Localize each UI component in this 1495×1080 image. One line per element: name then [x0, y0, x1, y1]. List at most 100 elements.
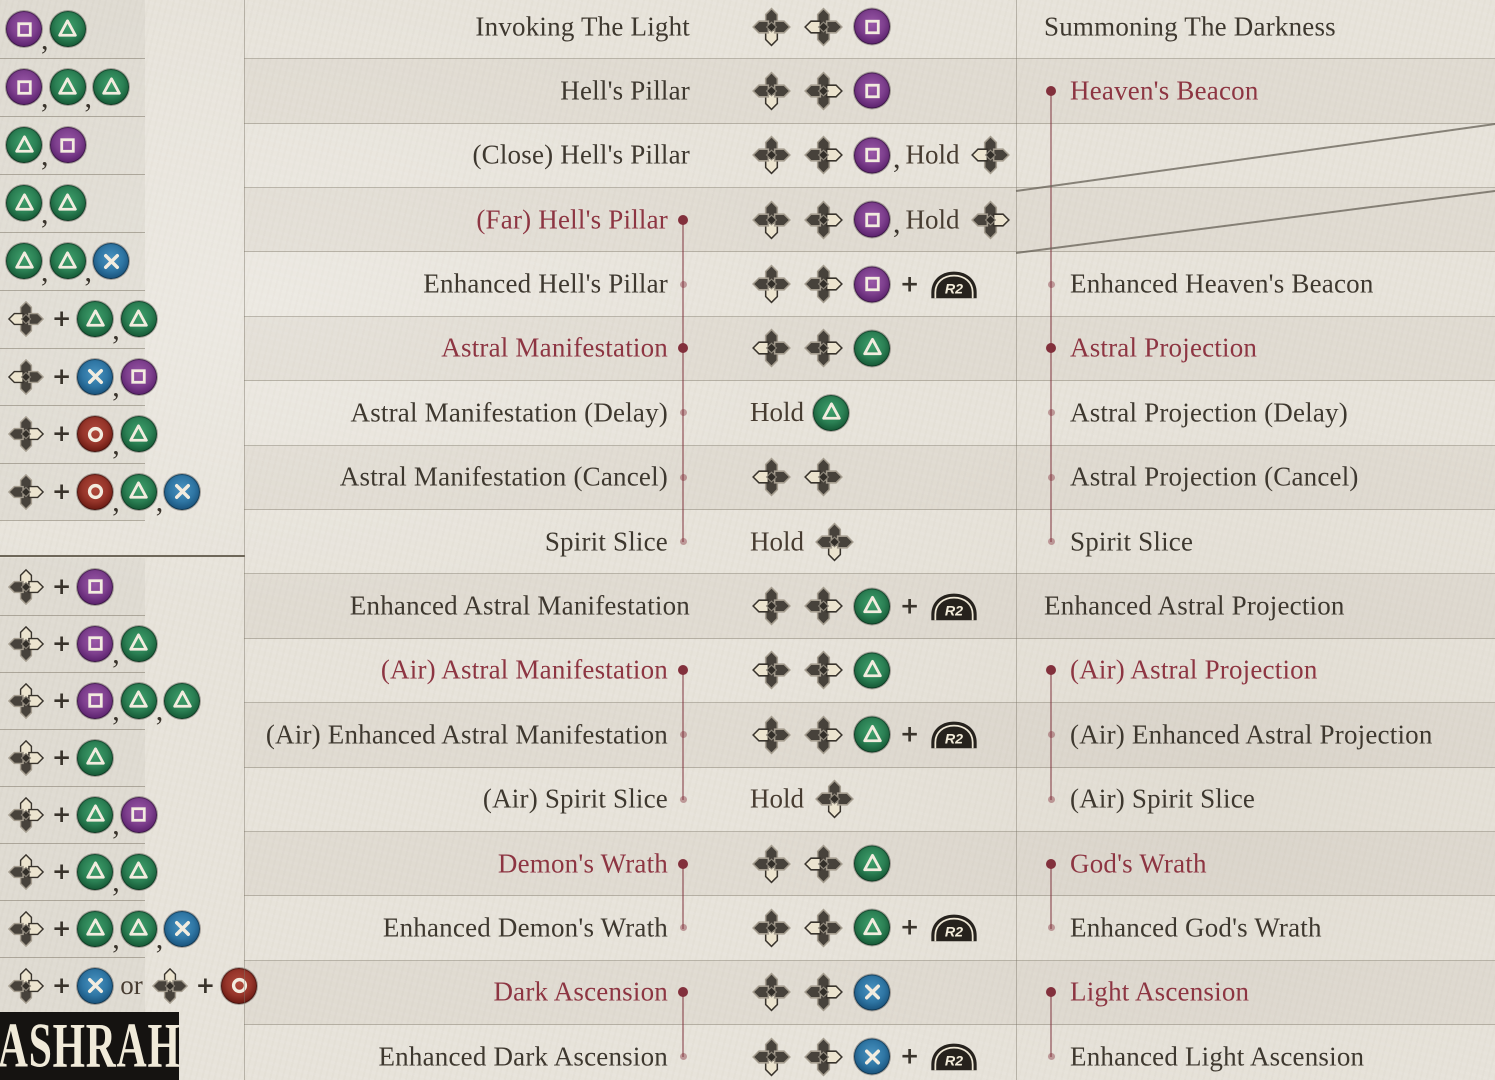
dpad-forward-icon	[802, 263, 845, 306]
triangle-button-icon	[93, 69, 129, 105]
square-button-icon	[854, 137, 890, 174]
triangle-button-icon	[49, 11, 86, 47]
dpad-back-icon	[802, 906, 845, 949]
combo-string-row: ,	[0, 116, 244, 175]
dpad-down-icon	[750, 1035, 793, 1078]
plus-separator: +	[900, 593, 920, 620]
plus-separator: +	[52, 363, 72, 390]
comma-separator: ,	[84, 81, 93, 114]
plus-separator: +	[52, 744, 72, 771]
plus-separator: +	[52, 421, 72, 447]
link-dot	[1047, 795, 1055, 803]
square-button-icon	[77, 682, 114, 719]
r2-trigger-icon: R2	[929, 912, 979, 944]
link-dot	[1047, 731, 1055, 739]
dpad-back-icon	[802, 5, 845, 48]
comma-separator: ,	[112, 485, 120, 518]
plus-separator: +	[52, 687, 72, 714]
input-sequence: Hold	[750, 394, 849, 431]
combo-input-sequence: +,,	[0, 463, 244, 520]
dpad-down-icon	[813, 778, 856, 821]
cross-button-icon	[854, 974, 890, 1011]
dpad-back-icon	[969, 134, 1012, 177]
combo-input-sequence: +,	[0, 348, 244, 405]
link-dot	[1046, 987, 1056, 998]
move-row: (Air) Enhanced Astral Manifestation + R2 (A…	[244, 703, 1495, 768]
square-button-icon	[854, 201, 890, 238]
link-dot	[680, 1053, 687, 1061]
combo-string-row: +,,	[0, 463, 244, 521]
triangle-button-icon	[813, 394, 849, 431]
hold-label: Hold	[750, 397, 804, 428]
stance-link-line	[1050, 671, 1052, 800]
square-button-icon	[120, 358, 157, 395]
input-sequence: + R2	[750, 713, 979, 756]
dpad-forward-icon	[6, 414, 46, 454]
hold-label: Hold	[905, 204, 960, 235]
dpad-upforward-icon	[6, 909, 46, 949]
combo-input-sequence: ,	[0, 0, 244, 58]
combo-input-sequence: +,,	[0, 900, 244, 957]
triangle-button-icon	[854, 588, 890, 625]
plus-separator: +	[52, 858, 72, 885]
triangle-button-icon	[49, 69, 86, 105]
alt-stance-move-name: (Air) Enhanced Astral Projection	[1070, 719, 1433, 750]
plus-separator: +	[900, 271, 920, 298]
combo-string-row: +,	[0, 405, 244, 464]
right-column-divider-line	[1016, 0, 1017, 1080]
link-dot	[678, 343, 688, 354]
triangle-button-icon	[120, 301, 157, 337]
triangle-button-icon	[77, 910, 114, 947]
plus-separator: +	[900, 1043, 920, 1070]
dpad-down-icon	[750, 134, 793, 177]
input-sequence	[750, 842, 890, 885]
comma-separator: ,	[41, 81, 49, 114]
combo-input-sequence: +,	[0, 615, 244, 672]
dpad-forward-icon	[6, 472, 46, 512]
dpad-upforward-icon	[6, 567, 46, 607]
move-name: Hell's Pillar	[560, 75, 690, 106]
move-name: Enhanced Dark Ascension	[378, 1041, 668, 1072]
dpad-upforward-icon	[6, 681, 46, 721]
plus-separator: +	[195, 972, 216, 999]
move-row: (Close) Hell's Pillar, Hold	[244, 124, 1495, 188]
link-dot	[1046, 858, 1056, 869]
input-sequence: + R2	[750, 906, 979, 949]
combo-section-divider	[0, 555, 245, 557]
combo-string-row: +,,	[0, 672, 244, 730]
triangle-button-icon	[77, 853, 114, 890]
dpad-back-icon	[750, 456, 793, 499]
combo-input-sequence: +,	[0, 843, 244, 900]
comma-separator: ,	[112, 637, 120, 670]
alt-stance-move-name: Enhanced Heaven's Beacon	[1070, 268, 1374, 299]
comma-separator: ,	[112, 313, 120, 346]
input-sequence: , Hold	[750, 198, 1012, 241]
alt-stance-move-name: Astral Projection (Delay)	[1070, 397, 1348, 428]
triangle-button-icon	[854, 330, 890, 367]
cross-button-icon	[77, 358, 114, 395]
square-button-icon	[6, 11, 42, 47]
triangle-button-icon	[120, 910, 157, 947]
move-name: Astral Manifestation (Delay)	[350, 397, 668, 428]
hold-label: Hold	[750, 783, 804, 814]
moves-grid: Invoking The Light Summoning The Darkness…	[244, 0, 1495, 1080]
combo-input-sequence: +	[0, 729, 244, 786]
move-name: (Air) Spirit Slice	[482, 783, 668, 814]
combo-string-row: +,	[0, 615, 244, 673]
svg-text:R2: R2	[945, 603, 963, 619]
link-dot	[1047, 1053, 1055, 1061]
move-row: Enhanced Hell's Pillar + R2 Enhanced Heaven…	[244, 252, 1495, 317]
input-sequence	[750, 971, 890, 1014]
combo-input-sequence: ,,	[0, 58, 244, 116]
move-row: Enhanced Dark Ascension + R2 Enhanced Light…	[244, 1025, 1495, 1080]
triangle-button-icon	[6, 127, 42, 163]
comma-separator: ,	[112, 922, 120, 955]
cross-button-icon	[93, 243, 129, 279]
dpad-down-icon	[750, 69, 793, 112]
move-row: Demon's Wrath God's Wrath	[244, 831, 1495, 897]
dpad-back-icon	[6, 299, 46, 339]
stance-link-line	[1050, 864, 1052, 929]
square-button-icon	[120, 796, 157, 833]
move-name: Enhanced Hell's Pillar	[423, 268, 668, 299]
move-name: Demon's Wrath	[497, 848, 668, 879]
